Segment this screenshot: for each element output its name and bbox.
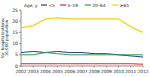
- y-tick-label: 20: [12, 19, 18, 24]
- x-tick-label: 2009: [101, 69, 112, 74]
- legend-swatch: [41, 4, 47, 5]
- x-axis: [21, 66, 143, 67]
- x-tick-label: 2006: [64, 69, 75, 74]
- y-tick-label: 10: [12, 41, 18, 46]
- y-tick-label: 25: [12, 8, 18, 13]
- legend-label: 20–64: [92, 3, 105, 8]
- legend-label: 5–19: [68, 3, 79, 8]
- x-tick-label: 2002: [16, 69, 27, 74]
- legend-swatch: [112, 4, 118, 5]
- y-tick-label: 5: [15, 52, 18, 57]
- x-tick-label: 2004: [40, 69, 51, 74]
- y-axis: [21, 10, 22, 66]
- x-tick-label: 2012: [138, 69, 149, 74]
- chart: 0510152025200220032004200520062007200820…: [0, 0, 150, 77]
- legend-label: ≥65: [120, 3, 129, 8]
- x-tick-label: 2007: [77, 69, 88, 74]
- x-tick-label: 2003: [28, 69, 39, 74]
- x-tick-label: 2010: [113, 69, 124, 74]
- x-tick-label: 2008: [89, 69, 100, 74]
- series-line: [21, 18, 143, 33]
- legend-title: Age, y: [24, 3, 38, 8]
- series-line: [21, 63, 143, 64]
- series-line: [21, 53, 143, 55]
- legend-swatch: [85, 4, 91, 5]
- y-axis-label: 10,000 population: [4, 19, 9, 56]
- x-tick-label: 2005: [52, 69, 63, 74]
- y-tick-label: 15: [12, 30, 18, 35]
- x-tick-label: 2011: [125, 69, 136, 74]
- legend-label: <5: [49, 3, 56, 8]
- plot-area: [21, 18, 143, 64]
- series-line: [21, 51, 143, 57]
- legend-swatch: [60, 4, 66, 5]
